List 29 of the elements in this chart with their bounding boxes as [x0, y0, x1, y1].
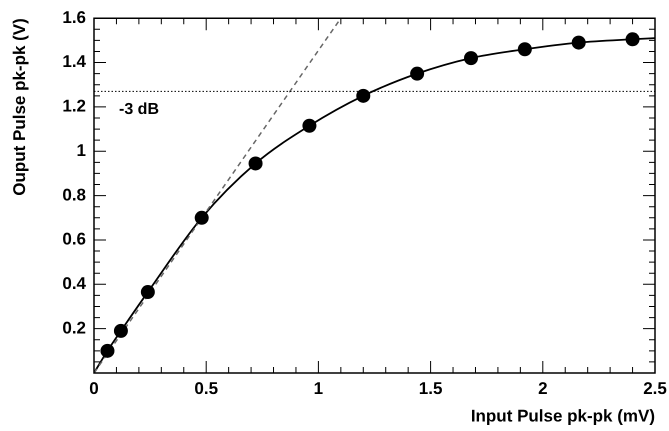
y-tick-label: 1.2 [62, 96, 86, 116]
point [302, 118, 316, 133]
y-tick-label: 0.2 [62, 318, 86, 338]
y-tick-label: 1.4 [62, 52, 87, 72]
point [410, 66, 424, 81]
y-tick-label: 0.4 [62, 274, 87, 293]
x-tick-label: 2 [538, 379, 548, 398]
point [100, 344, 114, 358]
x-tick-label: 0 [89, 379, 99, 398]
x-axis-title: Input Pulse pk-pk (mV) [470, 406, 655, 426]
point [626, 32, 640, 46]
ref-line-label: -3 dB [119, 100, 159, 118]
x-tick-label: 2.5 [643, 379, 667, 398]
y-tick-label: 0.6 [62, 230, 86, 249]
x-tick-label: 0.5 [194, 379, 218, 398]
x-tick-label: 1.5 [418, 379, 442, 398]
y-axis-title: Ouput Pulse pk-pk (V) [10, 18, 29, 196]
point [464, 51, 478, 66]
x-tick-label: 1 [314, 379, 324, 398]
y-tick-label: 0.8 [62, 185, 86, 204]
point [114, 324, 128, 338]
y-tick-label: 1.6 [62, 8, 86, 27]
point [518, 42, 532, 56]
y-tick-label: 1 [76, 140, 86, 160]
point [572, 36, 586, 50]
point [140, 285, 155, 300]
point [356, 88, 370, 103]
point [248, 156, 263, 170]
point [194, 210, 209, 225]
